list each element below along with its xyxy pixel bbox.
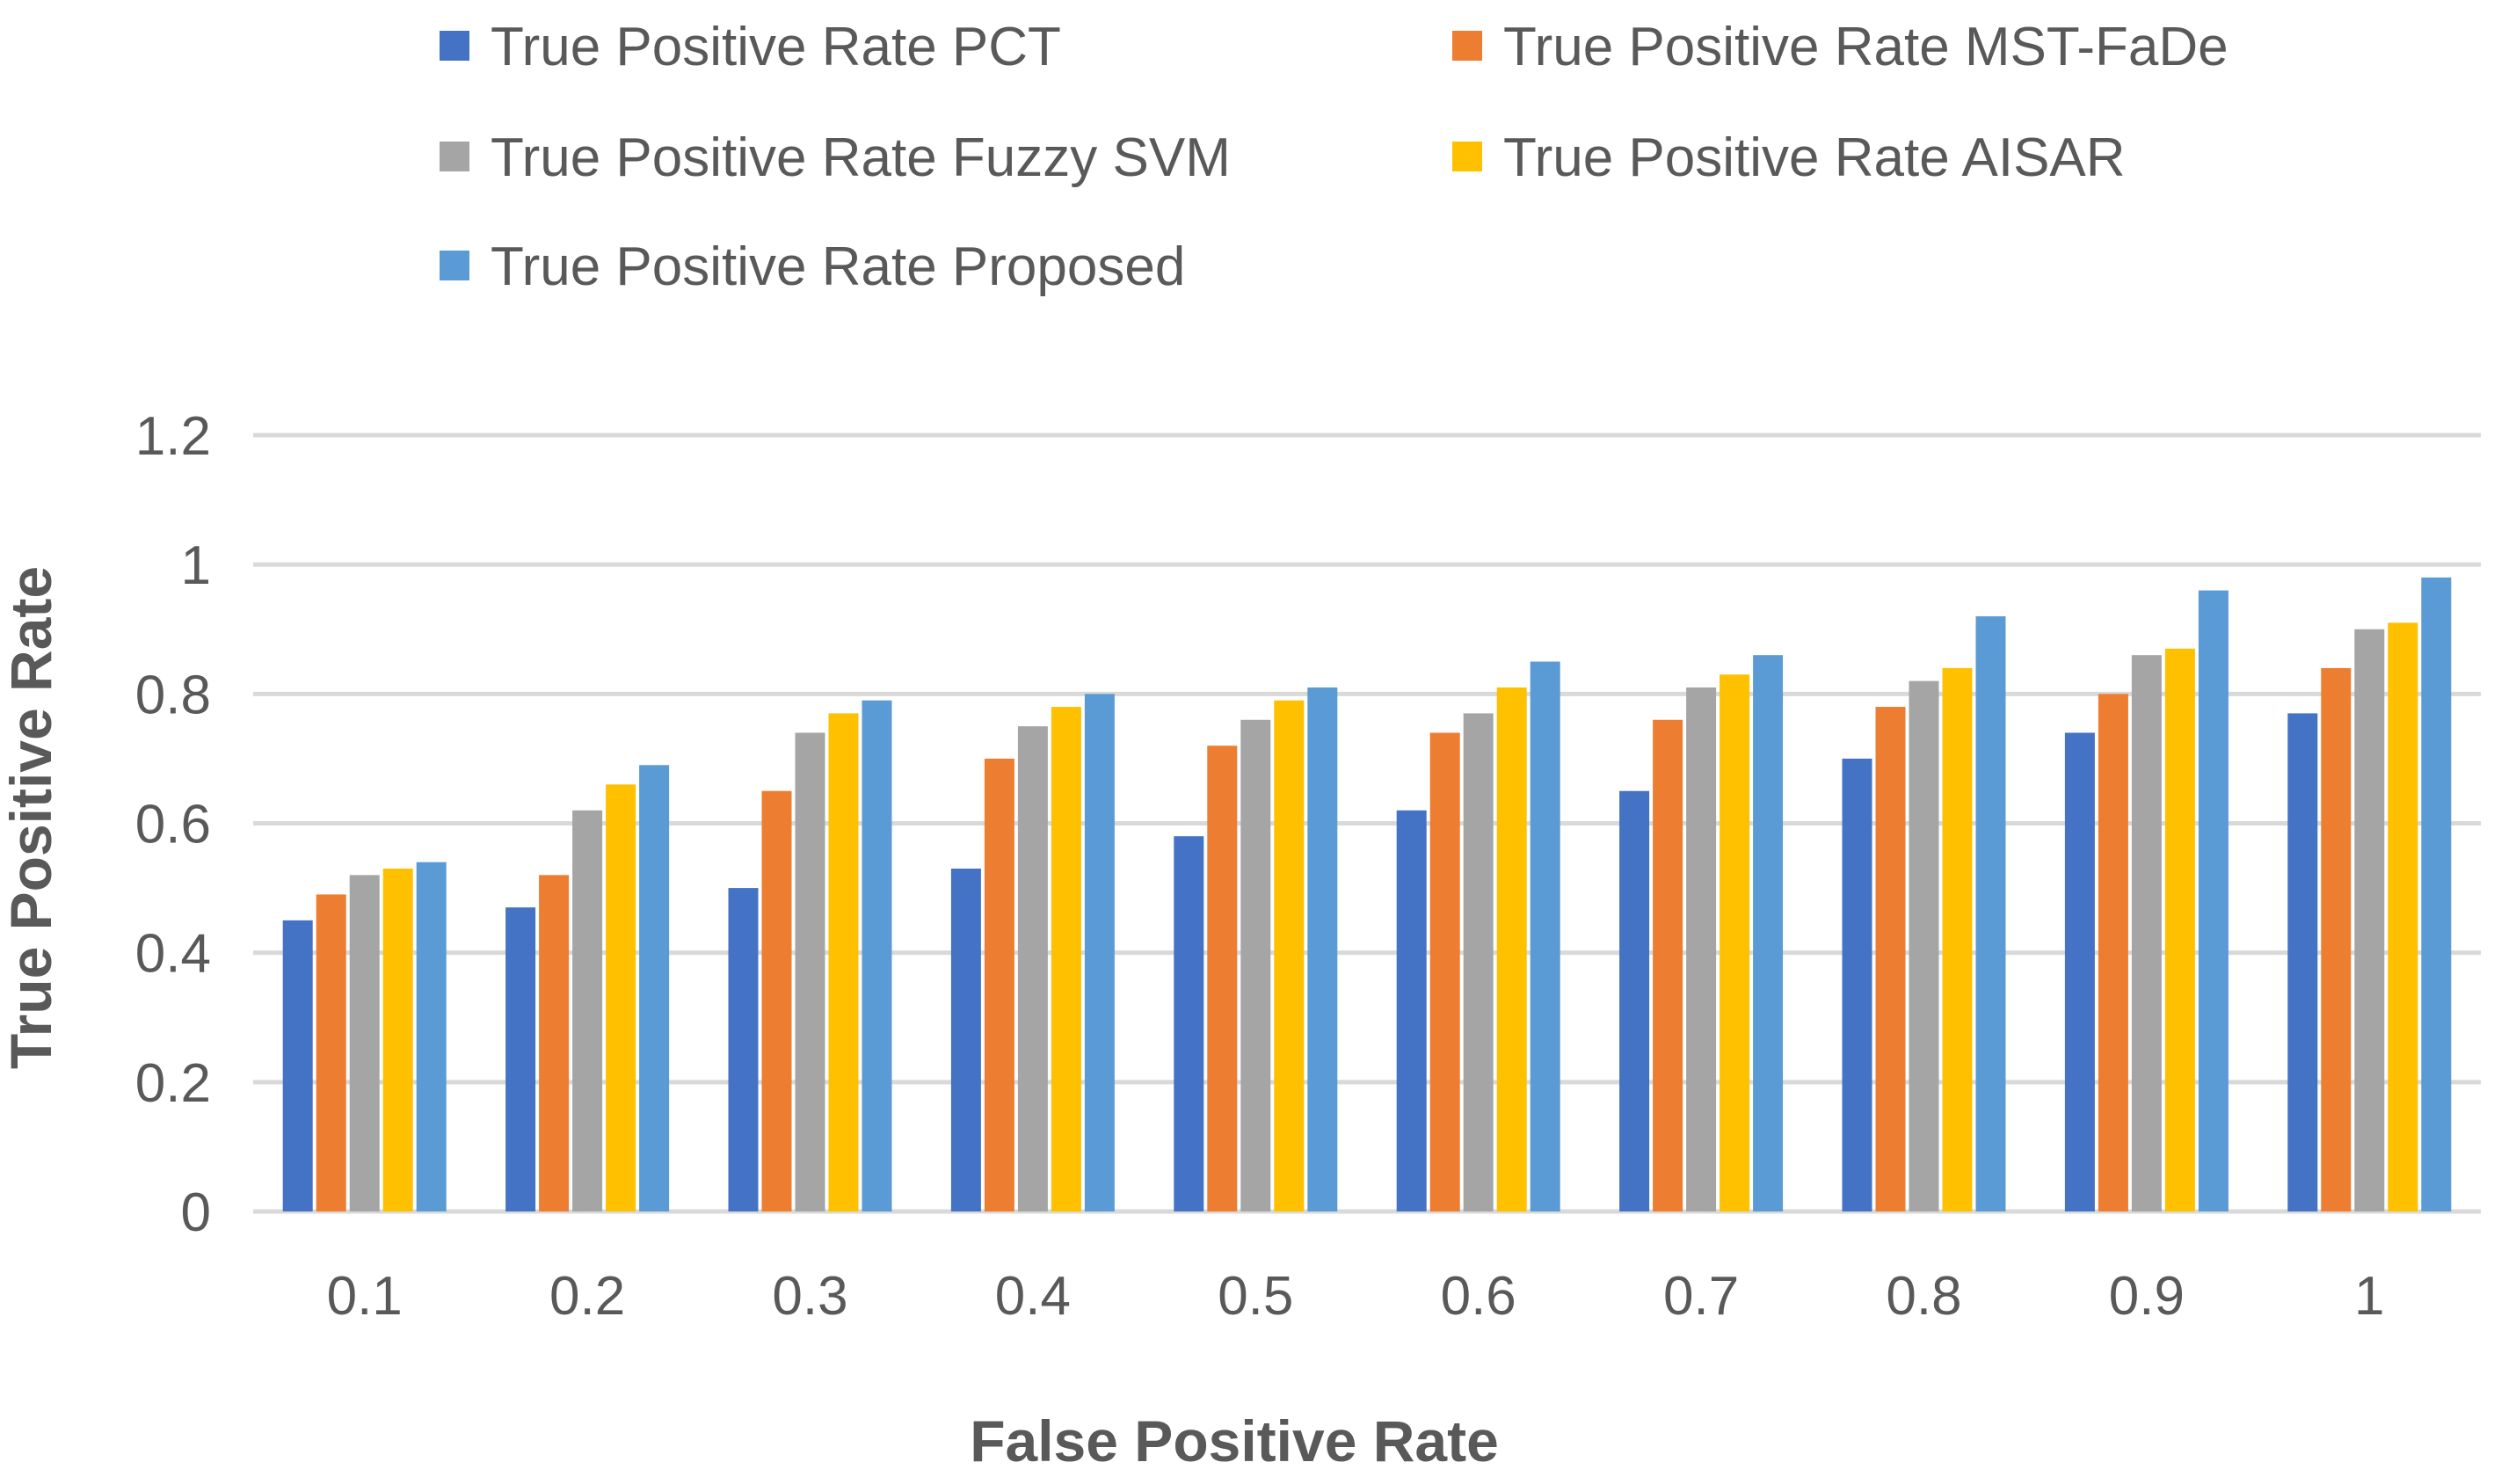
bar xyxy=(1720,674,1750,1211)
bar xyxy=(2198,590,2229,1211)
x-axis-title: False Positive Rate xyxy=(970,1408,1499,1473)
legend-label: True Positive Rate MST-FaDe xyxy=(1503,17,2229,77)
x-tick-label: 0.6 xyxy=(1441,1266,1516,1327)
legend-item: True Positive Rate PCT xyxy=(440,17,1061,77)
legend-swatch xyxy=(440,251,469,280)
x-tick-label: 0.4 xyxy=(995,1266,1071,1327)
bar xyxy=(1753,655,1784,1211)
bar xyxy=(606,784,636,1211)
bar xyxy=(1686,687,1717,1211)
y-tick-labels: 0 0.2 0.4 0.6 0.8 1 1.2 xyxy=(135,406,211,1243)
legend-swatch xyxy=(440,31,469,61)
bar xyxy=(2164,648,2195,1211)
x-tick-label: 0.5 xyxy=(1218,1266,1293,1327)
y-tick-label: 0.6 xyxy=(135,795,211,855)
x-tick-label: 1 xyxy=(2354,1266,2384,1327)
bar xyxy=(2388,622,2418,1211)
series-2 xyxy=(349,629,2385,1211)
series-1 xyxy=(316,667,2352,1211)
bar xyxy=(416,862,447,1211)
legend-label: True Positive Rate Proposed xyxy=(491,236,1185,297)
bar xyxy=(761,790,792,1211)
bar xyxy=(1084,694,1115,1211)
series-0 xyxy=(282,713,2318,1211)
x-tick-labels: 0.1 0.2 0.3 0.4 0.5 0.6 0.7 0.8 0.9 1 xyxy=(327,1266,2385,1327)
legend-label: True Positive Rate Fuzzy SVM xyxy=(491,127,1231,188)
bar xyxy=(950,869,981,1211)
bar xyxy=(2287,713,2318,1211)
bar xyxy=(1174,836,1204,1211)
series-3 xyxy=(382,622,2418,1211)
y-tick-label: 1 xyxy=(181,535,211,596)
bar xyxy=(2064,732,2095,1211)
bar xyxy=(1396,810,1427,1211)
bar xyxy=(2321,667,2352,1211)
legend-item: True Positive Rate Fuzzy SVM xyxy=(440,127,1231,188)
bar xyxy=(639,765,670,1211)
bar xyxy=(1875,707,1906,1211)
legend-swatch xyxy=(1452,142,1482,171)
bar xyxy=(984,758,1014,1211)
bar xyxy=(539,875,570,1211)
bar xyxy=(1619,790,1650,1211)
y-axis-title: True Positive Rate xyxy=(0,566,63,1069)
bar xyxy=(505,907,536,1211)
legend-swatch xyxy=(1452,31,1482,61)
bar xyxy=(2098,694,2128,1211)
bar xyxy=(1207,746,1238,1211)
x-tick-label: 0.8 xyxy=(1886,1266,1961,1327)
bar xyxy=(1240,719,1271,1211)
bar xyxy=(382,869,413,1211)
bar xyxy=(1530,661,1560,1211)
legend-label: True Positive Rate AISAR xyxy=(1503,127,2126,188)
legend-label: True Positive Rate PCT xyxy=(491,17,1061,77)
bar xyxy=(572,810,603,1211)
x-tick-label: 0.1 xyxy=(327,1266,403,1327)
bar xyxy=(1653,719,1683,1211)
bar xyxy=(728,888,759,1211)
bar xyxy=(1975,616,2006,1211)
x-tick-label: 0.7 xyxy=(1663,1266,1739,1327)
bar xyxy=(1842,758,1872,1211)
bar xyxy=(2354,629,2385,1211)
series-4 xyxy=(416,577,2452,1211)
bar xyxy=(349,875,380,1211)
bar xyxy=(1274,700,1305,1211)
bar xyxy=(282,920,313,1211)
bar xyxy=(1429,732,1460,1211)
x-tick-label: 0.3 xyxy=(772,1266,847,1327)
bar xyxy=(795,732,825,1211)
legend-swatch xyxy=(440,142,469,171)
bar xyxy=(1942,667,1973,1211)
x-tick-label: 0.9 xyxy=(2109,1266,2185,1327)
bar xyxy=(1463,713,1494,1211)
bar xyxy=(1017,726,1048,1211)
y-tick-label: 0.2 xyxy=(135,1053,211,1114)
y-tick-label: 0 xyxy=(181,1182,211,1243)
legend-item: True Positive Rate Proposed xyxy=(440,236,1185,297)
bar xyxy=(1051,707,1081,1211)
bar xyxy=(862,700,892,1211)
y-tick-label: 1.2 xyxy=(135,406,211,467)
bar xyxy=(1496,687,1527,1211)
x-tick-label: 0.2 xyxy=(549,1266,625,1327)
bar-series xyxy=(282,577,2452,1211)
legend-item: True Positive Rate MST-FaDe xyxy=(1452,17,2229,77)
y-tick-label: 0.8 xyxy=(135,665,211,725)
bar xyxy=(828,713,859,1211)
bar xyxy=(1909,680,1939,1211)
bar xyxy=(1307,687,1338,1211)
y-tick-label: 0.4 xyxy=(135,924,211,985)
legend-item: True Positive Rate AISAR xyxy=(1452,127,2126,188)
bar xyxy=(316,894,346,1211)
chart-legend: True Positive Rate PCT True Positive Rate… xyxy=(440,17,2229,297)
bar xyxy=(2421,577,2452,1211)
bar xyxy=(2131,655,2162,1211)
